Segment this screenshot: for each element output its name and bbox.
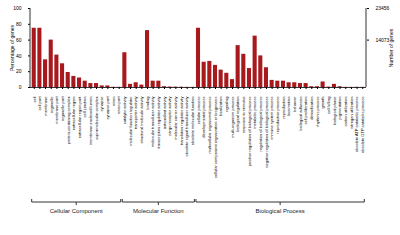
svg-text:antioxidant activity: antioxidant activity [162, 97, 167, 130]
svg-text:catalytic activity: catalytic activity [122, 97, 127, 125]
svg-text:cell junction: cell junction [82, 97, 87, 118]
svg-text:membrane part: membrane part [54, 96, 59, 124]
svg-text:membrane: membrane [43, 96, 48, 116]
svg-text:negative regulation of biologi: negative regulation of biological proces… [264, 97, 269, 168]
svg-text:Number of genes: Number of genes [388, 28, 394, 67]
svg-text:pigmentation: pigmentation [337, 97, 342, 120]
svg-text:signaling: signaling [224, 97, 229, 113]
svg-text:cell part: cell part [37, 96, 42, 111]
svg-text:rhythmic process: rhythmic process [315, 97, 320, 127]
svg-text:multi-organism process: multi-organism process [230, 97, 235, 138]
svg-text:40: 40 [16, 53, 22, 59]
svg-text:translation regulator activity: translation regulator activity [179, 97, 184, 146]
svg-text:molecular function regulator: molecular function regulator [128, 96, 133, 146]
svg-text:cellular process: cellular process [196, 97, 201, 125]
svg-text:cell killing: cell killing [326, 97, 331, 114]
svg-text:transporter activity: transporter activity [133, 97, 138, 130]
svg-text:developmental process: developmental process [201, 97, 206, 138]
svg-text:detoxification: detoxification [309, 97, 314, 120]
svg-text:biological regulation: biological regulation [235, 97, 240, 132]
svg-text:molecular carrier activity: molecular carrier activity [173, 97, 178, 140]
svg-text:virion part: virion part [116, 96, 121, 114]
svg-text:regulation of biological proce: regulation of biological process [258, 97, 263, 152]
svg-text:molecular transducer activity: molecular transducer activity [150, 97, 155, 148]
svg-text:20: 20 [16, 68, 22, 74]
svg-text:23456: 23456 [376, 5, 390, 11]
svg-text:biological phase: biological phase [332, 96, 337, 125]
svg-text:0: 0 [19, 84, 22, 90]
svg-text:positive regulation of biologi: positive regulation of biological proces… [247, 97, 252, 167]
svg-text:60: 60 [16, 37, 22, 43]
svg-text:obsolete GTP catabolic process: obsolete GTP catabolic process [360, 97, 365, 153]
svg-text:immune system process: immune system process [269, 97, 274, 140]
svg-text:80: 80 [16, 21, 22, 27]
svg-text:growth: growth [320, 97, 325, 109]
svg-text:cargo receptor activity: cargo receptor activity [167, 97, 172, 136]
svg-text:reproductive process: reproductive process [275, 97, 280, 134]
svg-text:obsolete signal transducer act: obsolete signal transducer activity [184, 97, 189, 157]
svg-text:biological adhesion: biological adhesion [298, 97, 303, 131]
svg-text:14073: 14073 [375, 36, 390, 43]
svg-text:Biological Process: Biological Process [256, 208, 305, 214]
svg-text:obsolete ATP catabolic process: obsolete ATP catabolic process [354, 97, 359, 152]
svg-text:structural molecule activity: structural molecule activity [139, 97, 144, 144]
svg-text:response to stimulus: response to stimulus [241, 97, 246, 134]
svg-text:behavior: behavior [292, 96, 297, 112]
svg-text:Molecular Function: Molecular Function [133, 208, 184, 214]
svg-text:binding: binding [145, 97, 150, 110]
svg-text:localization: localization [218, 97, 223, 117]
svg-text:cell proliferation: cell proliferation [303, 97, 308, 125]
svg-text:membrane-enclosed lumen: membrane-enclosed lumen [88, 97, 93, 145]
svg-text:Percentage of genes: Percentage of genes [9, 24, 15, 71]
svg-text:organelle: organelle [49, 96, 54, 113]
svg-text:obsolete molecular function: obsolete molecular function [190, 97, 195, 146]
svg-text:synapse: synapse [99, 96, 104, 112]
svg-text:transcription regulator activi: transcription regulator activity [156, 97, 161, 149]
svg-text:reproduction: reproduction [281, 97, 286, 119]
svg-text:extracellular region: extracellular region [71, 97, 76, 131]
svg-text:nitrogen utilization: nitrogen utilization [349, 97, 354, 129]
svg-text:synapse part: synapse part [105, 96, 110, 120]
svg-text:supramolecular complex: supramolecular complex [94, 97, 99, 140]
svg-text:100: 100 [13, 5, 22, 11]
svg-text:Cellular Component: Cellular Component [50, 208, 103, 214]
svg-text:locomotion: locomotion [286, 97, 291, 116]
svg-text:cell: cell [32, 96, 37, 102]
svg-text:virion: virion [111, 97, 116, 107]
svg-text:organelle part: organelle part [60, 96, 65, 121]
svg-text:carbon utilization: carbon utilization [343, 97, 348, 127]
svg-text:cellular component organizatio: cellular component organization or bioge… [213, 97, 218, 178]
svg-text:extracellular region part: extracellular region part [77, 96, 82, 139]
svg-text:protein-containing complex: protein-containing complex [66, 97, 71, 145]
svg-text:metabolic process: metabolic process [252, 97, 257, 129]
svg-text:multicellular organismal proce: multicellular organismal process [207, 97, 212, 154]
